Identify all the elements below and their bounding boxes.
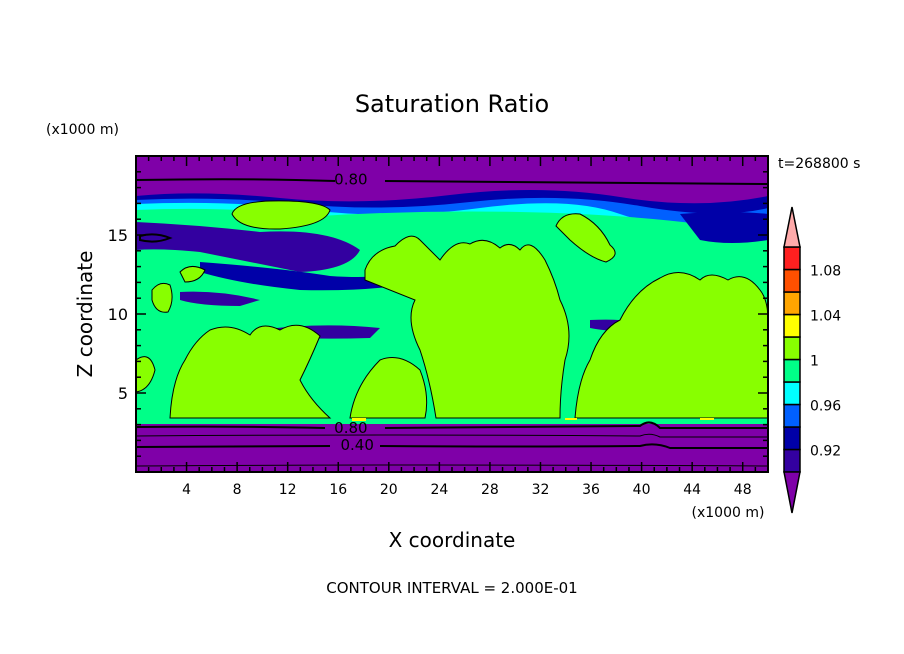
colorbar-swatch xyxy=(783,246,801,271)
colorbar-tick-label: 1 xyxy=(810,354,819,370)
x-tick-label: 24 xyxy=(430,482,448,498)
y-units-label: (x1000 m) xyxy=(46,122,119,138)
x-tick-labels: 4 8 12 16 20 24 28 32 36 40 44 48 xyxy=(182,482,752,498)
y-tick-label: 5 xyxy=(118,384,128,403)
colorbar-tick-label: 0.92 xyxy=(810,444,841,460)
chart-title: Saturation Ratio xyxy=(355,90,549,118)
colorbar-swatch xyxy=(783,291,801,316)
x-tick-label: 44 xyxy=(683,482,701,498)
colorbar-over-arrow xyxy=(783,206,801,248)
colorbar-swatch xyxy=(783,448,801,473)
contour-label: 0.80 xyxy=(334,171,367,189)
field-bottom-under xyxy=(136,424,768,472)
colorbar-tick-label: 1.04 xyxy=(810,309,841,325)
field-lime-top-left xyxy=(231,200,331,230)
colorbar: 0.92 0.96 1 1.04 1.08 xyxy=(783,206,841,514)
x-tick-label: 4 xyxy=(182,482,191,498)
field-lime-right xyxy=(574,272,768,419)
field-right-blue-patch xyxy=(680,212,768,243)
y-tick-label: 10 xyxy=(108,305,128,324)
contour-label: 0.80 xyxy=(334,419,367,437)
contour-label: 0.40 xyxy=(340,436,373,454)
colorbar-under-arrow xyxy=(783,471,801,514)
contour-lines xyxy=(136,178,768,467)
y-axis-label: Z coordinate xyxy=(73,251,97,378)
field-lime-center xyxy=(364,235,570,419)
x-tick-label: 16 xyxy=(329,482,347,498)
contour-field: 0.80 0.80 0.40 xyxy=(136,156,768,472)
y-tick-labels: 5 10 15 xyxy=(108,226,128,403)
x-tick-label: 40 xyxy=(633,482,651,498)
colorbar-tick-label: 1.08 xyxy=(810,264,841,280)
colorbar-tick-label: 0.96 xyxy=(810,399,841,415)
field-indigo-blob xyxy=(136,222,360,272)
field-lime-left-edge xyxy=(136,266,206,393)
x-tick-label: 28 xyxy=(481,482,499,498)
colorbar-swatch xyxy=(783,426,801,451)
colorbar-swatch xyxy=(783,403,801,428)
contour-interval-note: CONTOUR INTERVAL = 2.000E-01 xyxy=(326,579,577,597)
x-tick-label: 48 xyxy=(734,482,752,498)
y-tick-label: 15 xyxy=(108,226,128,245)
colorbar-swatch xyxy=(783,381,801,406)
field-lime-left xyxy=(169,324,428,419)
colorbar-swatch xyxy=(783,358,801,383)
x-tick-label: 8 xyxy=(233,482,242,498)
x-tick-label: 20 xyxy=(380,482,398,498)
axis-ticks xyxy=(136,156,768,472)
field-lime-upper-right xyxy=(555,213,616,263)
x-tick-label: 12 xyxy=(279,482,297,498)
x-axis-label: X coordinate xyxy=(389,528,516,552)
x-tick-label: 32 xyxy=(532,482,550,498)
x-units-label: (x1000 m) xyxy=(692,505,765,521)
colorbar-swatch xyxy=(783,268,801,293)
colorbar-swatch xyxy=(783,313,801,338)
x-tick-label: 36 xyxy=(582,482,600,498)
time-label: t=268800 s xyxy=(778,156,860,172)
colorbar-swatch xyxy=(783,336,801,361)
